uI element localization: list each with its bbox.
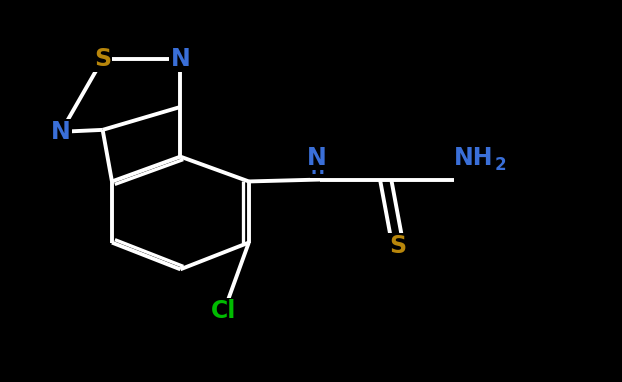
Text: N: N (51, 120, 71, 144)
Text: S: S (389, 235, 407, 258)
Text: S: S (94, 47, 111, 71)
Text: N: N (170, 47, 190, 71)
Text: Cl: Cl (211, 299, 236, 323)
Text: H: H (310, 160, 324, 178)
Text: N: N (307, 146, 327, 170)
Text: NH: NH (454, 146, 494, 170)
Text: 2: 2 (494, 156, 506, 174)
